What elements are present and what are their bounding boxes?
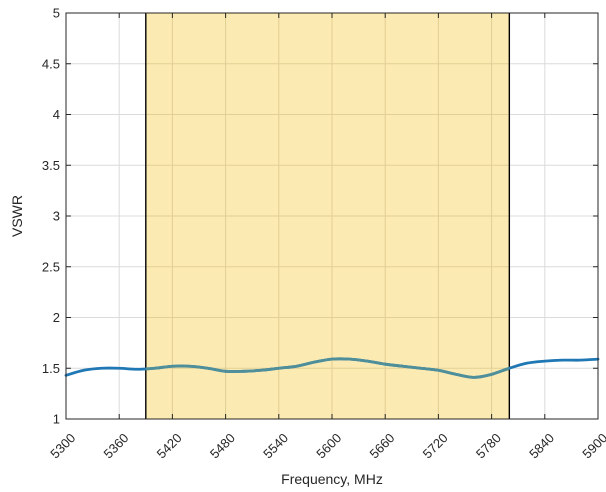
- x-axis-label: Frequency, MHz: [281, 471, 383, 487]
- highlight-band-group: [145, 12, 511, 420]
- y-tick-label: 3: [53, 209, 60, 224]
- y-tick-label: 3.5: [42, 158, 60, 173]
- series-line-in-band: [145, 357, 510, 379]
- y-tick-label: 1: [53, 412, 60, 427]
- series-group: [64, 357, 600, 379]
- y-tick-label: 5: [53, 6, 60, 21]
- axes-group: [65, 12, 599, 420]
- y-tick-label: 1.5: [42, 361, 60, 376]
- y-tick-label: 4.5: [42, 56, 60, 71]
- y-axis-label: VSWR: [9, 195, 25, 237]
- y-tick-label: 2: [53, 310, 60, 325]
- y-tick-label: 2.5: [42, 259, 60, 274]
- y-tick-label: 4: [53, 107, 60, 122]
